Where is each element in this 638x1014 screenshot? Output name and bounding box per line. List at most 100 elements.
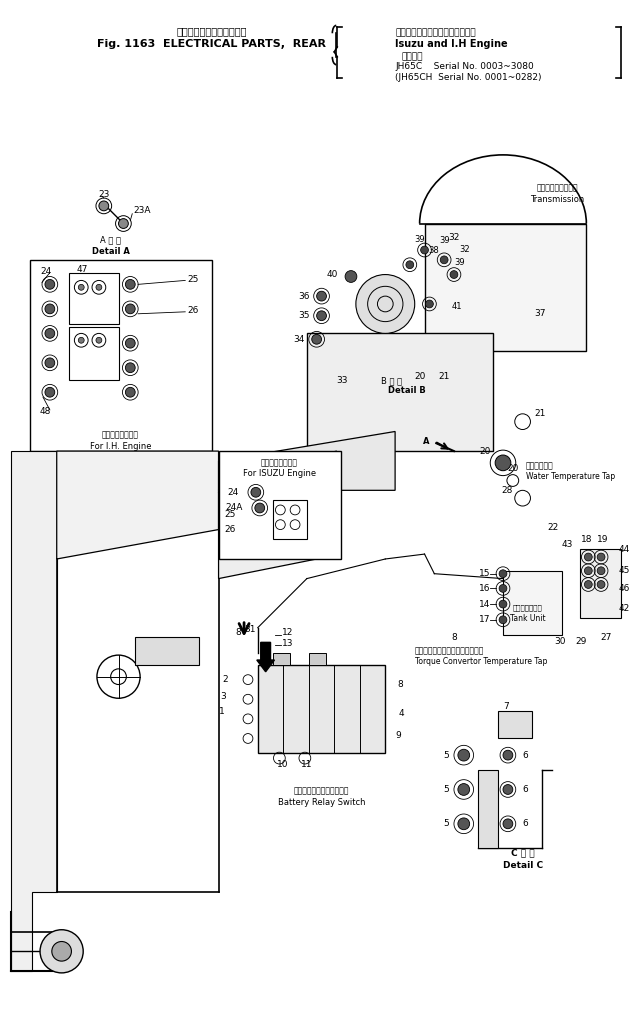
Circle shape [440,256,448,264]
Circle shape [78,338,84,343]
Text: 7: 7 [503,702,508,711]
Circle shape [45,280,55,289]
Text: 39: 39 [454,259,464,268]
Circle shape [45,387,55,397]
Text: C 詳 細: C 詳 細 [511,849,535,858]
Text: 6: 6 [523,819,528,828]
Circle shape [119,219,128,228]
Text: 42: 42 [619,603,630,612]
Text: 37: 37 [535,309,546,318]
Text: Transmission: Transmission [530,195,584,204]
Bar [307,334,493,451]
Bar [478,770,498,849]
Text: 40: 40 [327,270,338,279]
FancyArrow shape [257,642,274,672]
Text: JH65C    Serial No. 0003~3080: JH65C Serial No. 0003~3080 [395,62,534,71]
Text: 26: 26 [187,306,198,315]
Text: 24A: 24A [226,504,243,512]
Circle shape [503,785,513,794]
Bar [579,550,621,618]
Circle shape [40,930,83,972]
Text: 43: 43 [561,539,572,549]
Text: 25: 25 [225,510,236,519]
Circle shape [45,304,55,313]
Bar [309,653,327,665]
Text: インタエンジン用: インタエンジン用 [102,430,139,439]
Circle shape [126,304,135,313]
Circle shape [597,581,605,588]
Text: 2: 2 [223,675,228,684]
Circle shape [356,275,415,334]
Text: 20: 20 [480,446,491,455]
Text: 24: 24 [40,267,51,276]
Circle shape [458,784,470,795]
Circle shape [78,284,84,290]
Text: トルクコンバータ　油温計蓋出口: トルクコンバータ 油温計蓋出口 [415,647,484,656]
Text: 14: 14 [479,599,490,608]
Text: 16: 16 [478,584,490,593]
Circle shape [345,271,357,282]
Text: 45: 45 [619,566,630,575]
Text: 21: 21 [535,410,545,419]
Circle shape [420,246,429,254]
Text: Tank Unit: Tank Unit [510,614,545,624]
Text: Detail B: Detail B [389,385,426,394]
Text: 22: 22 [547,523,558,532]
Bar [498,711,533,738]
Text: 39: 39 [414,234,425,243]
Bar [135,638,199,665]
Text: 13: 13 [282,639,294,648]
Text: 8: 8 [235,628,241,637]
Circle shape [503,750,513,760]
Text: 4: 4 [399,710,404,719]
Text: Detail C: Detail C [503,862,543,870]
Text: 適用号機: 適用号機 [402,53,424,61]
Circle shape [495,455,511,470]
Bar [503,571,562,635]
Text: Detail A: Detail A [92,246,130,256]
Text: 19: 19 [597,534,609,544]
Text: 27: 27 [600,633,612,642]
Text: 21: 21 [438,372,450,381]
Text: Battery Relay Switch: Battery Relay Switch [278,798,366,807]
Text: 47: 47 [77,265,87,274]
Text: 11: 11 [301,760,313,770]
Circle shape [503,819,513,828]
Text: 35: 35 [299,311,310,320]
Text: 1: 1 [219,708,225,717]
Bar [70,273,119,323]
Text: A: A [423,437,429,446]
Circle shape [99,201,108,211]
Circle shape [312,335,322,344]
Text: 20: 20 [507,464,519,474]
Text: 水温計蓋出口: 水温計蓋出口 [526,461,553,470]
Circle shape [499,600,507,608]
Text: 33: 33 [336,376,348,385]
Text: A 詳 細: A 詳 細 [100,235,121,244]
Text: 36: 36 [299,292,310,300]
Circle shape [499,615,507,624]
Circle shape [584,553,592,561]
Text: 23: 23 [98,190,109,199]
Text: 38: 38 [429,245,439,255]
Text: Water Temperature Tap: Water Temperature Tap [526,473,614,481]
Circle shape [96,338,102,343]
Bar [258,665,385,753]
Text: 20: 20 [414,372,426,381]
Text: 25: 25 [187,275,198,284]
Circle shape [45,329,55,339]
Text: 23A: 23A [133,206,151,215]
Text: 44: 44 [619,545,630,554]
Circle shape [458,749,470,762]
Text: エレクトリカルパーツ　後: エレクトリカルパーツ 後 [177,26,247,37]
Text: 30: 30 [554,637,566,646]
Text: 3: 3 [221,692,226,701]
Text: 18: 18 [581,534,592,544]
Text: 5: 5 [443,750,449,759]
Bar [272,500,307,539]
Circle shape [406,261,413,269]
Polygon shape [11,451,57,971]
Circle shape [458,818,470,829]
Circle shape [45,358,55,368]
Text: 17: 17 [478,615,490,625]
